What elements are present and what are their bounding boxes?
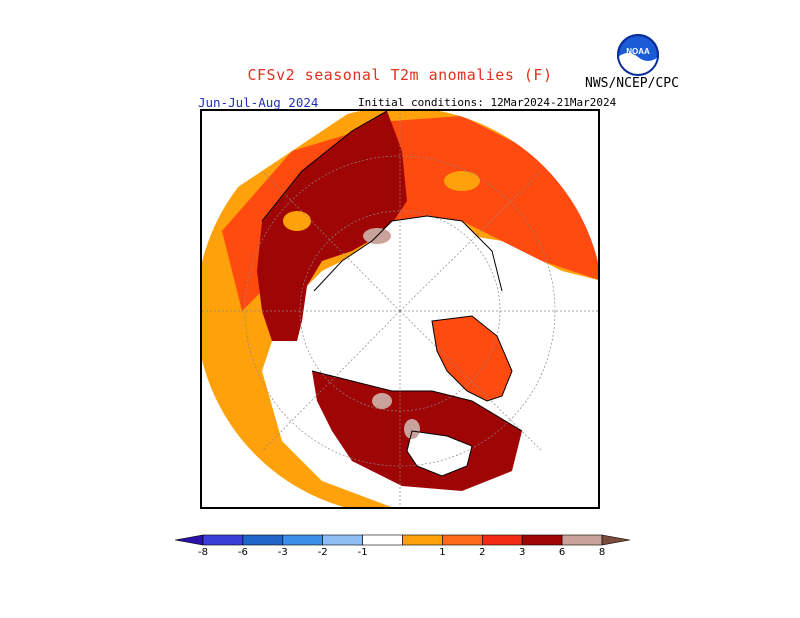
colorbar-bin (521, 534, 563, 546)
colorbar-bin (362, 534, 403, 546)
anomaly-region-greenland (432, 316, 512, 401)
colorbar-bin (322, 534, 363, 546)
colorbar-tick-label: -1 (357, 547, 368, 558)
logo-text: NOAA (626, 47, 650, 56)
graticule (202, 111, 598, 507)
colorbar-tick-label: -6 (237, 547, 248, 558)
season-label: Jun-Jul-Aug 2024 (198, 95, 319, 110)
agency-label: NWS/NCEP/CPC (585, 76, 679, 91)
colorbar-bin (174, 534, 204, 546)
anomaly-region-orange-2 (444, 171, 480, 191)
anomaly-region-pink-2 (372, 393, 392, 409)
anomaly-region-dark-red-eurasia (257, 111, 407, 341)
initial-conditions-label: Initial conditions: 12Mar2024-21Mar2024 (358, 96, 617, 109)
colorbar-tick-label: 8 (598, 547, 606, 558)
colorbar-tick-label: 6 (558, 547, 566, 558)
anomaly-region-orange-1 (283, 211, 311, 231)
colorbar (174, 533, 631, 573)
coastlines (261, 111, 523, 477)
colorbar-tick-label: -2 (317, 547, 328, 558)
colorbar-bin (242, 534, 284, 546)
colorbar-bin (442, 534, 483, 546)
colorbar-bin (202, 534, 244, 546)
polar-map (200, 109, 600, 509)
colorbar-tick-label: 1 (439, 547, 446, 558)
colorbar-bin (561, 534, 603, 546)
colorbar-bin (481, 534, 523, 546)
arctic-ocean-neutral (310, 216, 502, 376)
noaa-logo: NOAA (616, 33, 660, 83)
colorbar-bin (601, 534, 631, 546)
hudson-bay-neutral (407, 431, 472, 476)
colorbar-bin (402, 534, 443, 546)
map-title: CFSv2 seasonal T2m anomalies (F) (247, 66, 553, 84)
colorbar-tick-label: -3 (277, 547, 288, 558)
colorbar-tick-label: 2 (479, 547, 486, 558)
colorbar-tick-label: 3 (519, 547, 526, 558)
colorbar-bin (282, 534, 324, 546)
colorbar-tick-label: -8 (198, 547, 208, 558)
polar-projection (202, 111, 598, 507)
anomaly-region-pink-3 (404, 419, 420, 439)
